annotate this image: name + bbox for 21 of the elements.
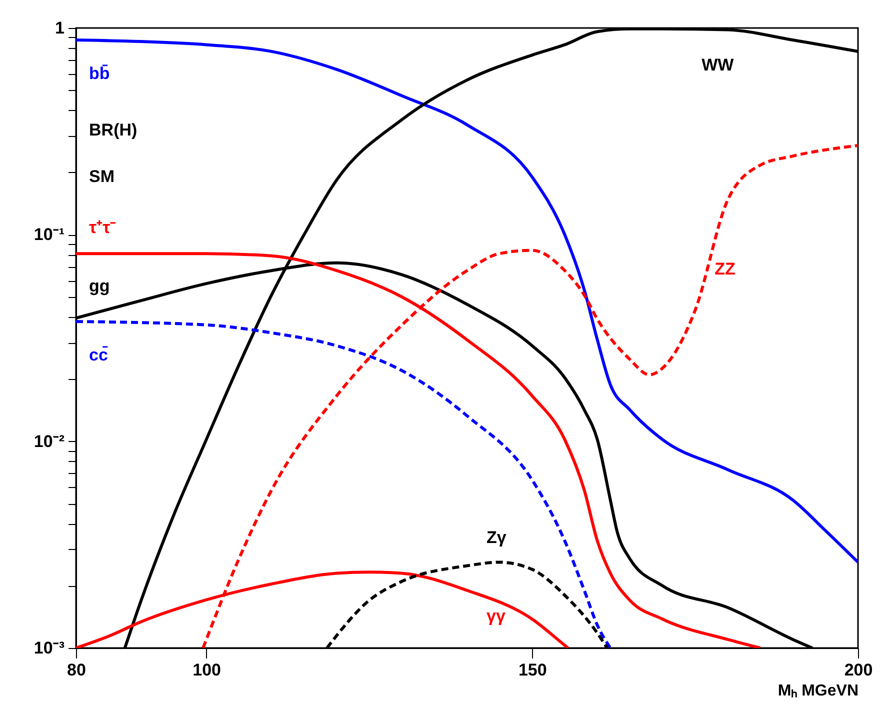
- series-label: Zγ: [486, 528, 507, 548]
- series-label: ZZ: [714, 259, 736, 278]
- y-tick-label: 10⁻³: [34, 638, 65, 658]
- y-tick-label: 10⁻²: [34, 432, 65, 451]
- x-tick-label: 100: [192, 660, 222, 680]
- y-tick-label: 1: [55, 18, 64, 38]
- line-series: [76, 320, 612, 648]
- x-tick-label: 80: [67, 660, 86, 680]
- y-tick-label: 10⁻¹: [34, 225, 65, 244]
- series-label: gg: [89, 276, 110, 296]
- series-label: cc̄: [89, 346, 108, 365]
- series-label: WW: [702, 55, 735, 74]
- series-label: γγ: [486, 606, 506, 626]
- annotation: SM: [89, 167, 115, 186]
- x-tick-label: 200: [844, 660, 873, 680]
- line-series: [76, 38, 858, 564]
- x-tick-label: 150: [518, 660, 547, 680]
- series-label: bb̄: [89, 64, 110, 83]
- annotation: BR(H): [89, 120, 138, 140]
- x-axis-title: Mₕ MGeVN: [778, 682, 858, 700]
- series-label: τ⁺τ⁻: [89, 218, 116, 237]
